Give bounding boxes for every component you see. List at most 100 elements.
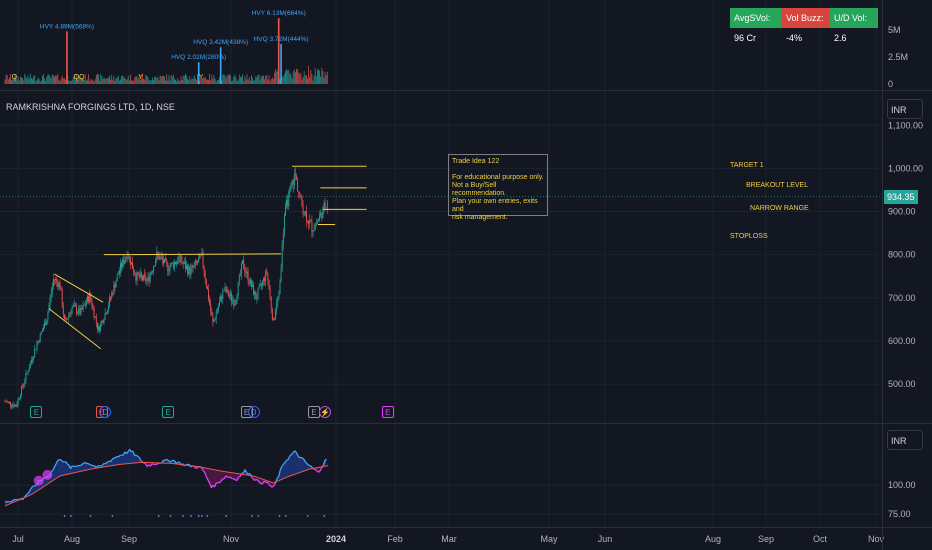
price-candle-body [8,401,10,403]
volume-bar [53,75,54,84]
price-candle-body [117,273,119,275]
volume-bar [175,79,176,84]
volume-bar [80,78,82,84]
rs-line-segment [71,465,75,467]
volume-bar [69,81,71,84]
price-candle-body [313,229,315,232]
volume-bar [260,75,262,84]
volume-bar [28,78,30,84]
volume-marker: Y [138,74,143,81]
volume-bar [289,73,291,84]
volume-bar [87,79,88,84]
volume-spike-bar [197,62,200,84]
rs-fill-segment [208,468,210,484]
dividend-event-icon[interactable]: D [99,406,112,418]
volume-bar [232,80,234,84]
volume-bar [226,75,228,84]
rs-currency-button[interactable]: INR [887,430,923,450]
volume-bar [5,74,7,84]
rs-line-segment [83,461,86,464]
rs-fill-segment [293,450,295,475]
price-candle-body [299,192,301,196]
price-candle-body [30,360,32,363]
earnings-event-icon[interactable]: E [30,406,43,418]
volume-bar [46,76,48,84]
price-candle-body [17,398,19,404]
volume-bar [326,71,328,84]
price-candle-body [225,287,227,293]
volume-bar [62,78,64,84]
volume-bar [109,75,110,84]
price-candle-body [79,307,81,315]
price-candle-body [145,276,147,282]
price-candle-body [324,202,326,208]
rs-line-segment [172,459,175,462]
volume-bar [101,75,103,84]
price-candle-body [214,318,216,320]
volume-bar [323,77,325,84]
rs-fill-segment [213,469,215,488]
rs-fill-segment [281,464,284,480]
price-candle-body [127,257,129,259]
price-candle-body [304,211,306,214]
rs-line-segment [111,457,115,460]
volume-bar [83,80,85,84]
price-currency-button[interactable]: INR [887,99,923,119]
price-candle-body [307,220,308,222]
rs-line-segment [151,463,155,466]
rs-fill-segment [32,485,34,495]
volume-bar [293,69,295,84]
trade-idea-note[interactable]: Trade Idea 122 For educational purpose o… [448,154,548,221]
price-candle-body [242,259,244,265]
volume-bar [281,76,283,84]
rs-dot [69,515,72,517]
symbol-title[interactable]: RAMKRISHNA FORGINGS LTD, 1D, NSE [6,102,175,112]
volume-bar [13,79,15,84]
volume-bar [132,81,133,84]
price-candle-body [138,275,140,278]
price-candle-body [188,266,190,274]
price-candle-body [62,306,64,315]
rs-dot [278,515,281,517]
volume-bar [315,76,317,84]
rs-fill-segment [301,457,303,473]
price-candle-body [288,191,290,207]
rs-panel-divider[interactable] [0,423,932,424]
volume-bar [149,80,151,84]
rs-line-segment [146,464,150,468]
rs-line-segment [31,485,35,488]
dividend-event-icon[interactable]: D [247,406,260,418]
volume-bar [75,79,76,84]
rs-line-segment [206,477,209,481]
volume-bar [139,79,141,84]
x-tick-label: Oct [813,534,828,544]
volume-bar [312,80,314,84]
rs-fill-segment [83,462,85,471]
volume-bar [269,80,271,84]
volume-bar [24,74,26,84]
volume-panel-divider[interactable] [0,90,932,91]
rs-dot [89,515,92,517]
price-candle-body [276,302,278,311]
volume-bar [121,76,122,84]
volume-bar [117,75,119,84]
price-candle-body [200,254,202,256]
rs-moving-average [4,461,329,507]
price-candle-body [128,256,130,258]
price-candle-body [210,304,212,311]
volume-bar [186,75,187,84]
volume-bar [268,75,270,84]
volume-bar [219,76,220,84]
earnings-event-icon[interactable]: E [162,406,175,418]
earnings-event-icon[interactable]: E [381,406,394,418]
split-event-icon[interactable]: ⚡ [318,406,331,418]
price-candle-body [38,341,40,342]
price-candle-body [85,302,87,305]
price-candle-body [245,272,247,274]
rs-fill-segment [121,455,124,465]
price-candle-body [70,312,72,314]
price-candle-body [282,233,284,245]
volume-bar [292,71,294,84]
